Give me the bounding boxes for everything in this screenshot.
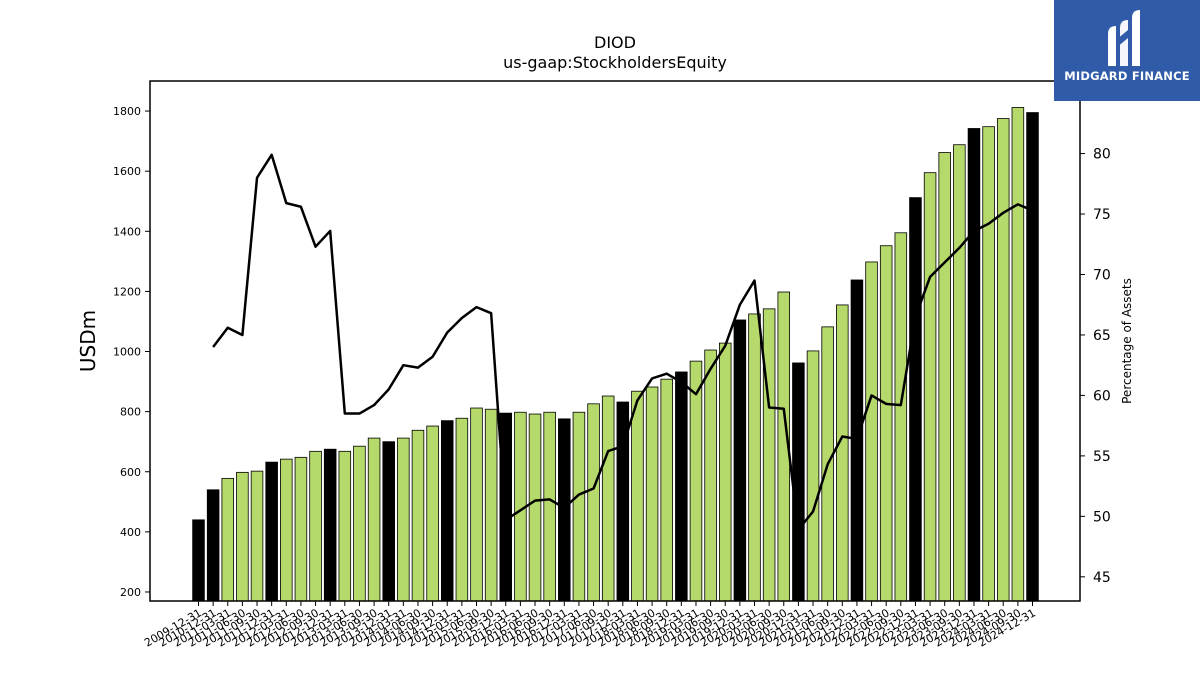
bar (982, 126, 995, 602)
y-tick-label: 1000 (113, 346, 141, 359)
bar (879, 245, 893, 602)
bar (572, 411, 586, 602)
y2-tick-label: 80 (1093, 147, 1111, 163)
bar (280, 458, 293, 602)
bar (645, 386, 659, 602)
y2-tick-label: 50 (1093, 509, 1111, 525)
chart-title: DIOD (594, 33, 636, 52)
bar (675, 371, 688, 602)
bar (953, 144, 966, 602)
bar (923, 172, 937, 602)
bar (748, 313, 761, 602)
bar (265, 461, 278, 602)
bar (1026, 112, 1039, 602)
y-tick-label: 600 (120, 466, 141, 479)
bar (836, 304, 849, 602)
bar (806, 350, 820, 602)
bar (558, 418, 571, 602)
bar (221, 477, 235, 602)
y2-tick-label: 55 (1093, 449, 1111, 465)
bar (996, 118, 1010, 602)
y2-tick-label: 75 (1093, 207, 1111, 223)
logo-text: MIDGARD FINANCE (1064, 69, 1190, 83)
bar (938, 152, 951, 602)
bar (192, 519, 205, 602)
bar (894, 232, 908, 602)
bar (323, 448, 337, 602)
logo-mark-icon (1108, 10, 1140, 66)
plot-frame (149, 80, 1081, 602)
y-tick-label: 1200 (113, 285, 141, 298)
bar (1011, 107, 1025, 602)
chart-subtitle: us-gaap:StockholdersEquity (503, 53, 727, 72)
bar (250, 470, 264, 602)
bar (587, 403, 600, 602)
bar (718, 342, 732, 602)
percentage-line (212, 153, 1033, 531)
bar (704, 349, 717, 602)
bar (733, 319, 747, 602)
bar (338, 450, 352, 602)
y-tick-label: 1400 (113, 225, 141, 238)
bar (206, 489, 220, 602)
y2-tick-label: 65 (1093, 328, 1111, 344)
bar (689, 360, 703, 602)
bar (382, 441, 395, 602)
y2-tick-label: 70 (1093, 267, 1111, 283)
bar (865, 261, 878, 602)
bar (455, 417, 469, 602)
bar (484, 408, 498, 602)
bar (353, 445, 366, 602)
bar (397, 437, 410, 602)
bar (967, 128, 981, 602)
bar (762, 308, 776, 602)
bar (367, 437, 381, 602)
bar (411, 429, 425, 602)
bar (850, 279, 864, 602)
bar (426, 425, 439, 602)
bar (528, 413, 542, 602)
bar (909, 197, 922, 602)
y-tick-label: 1800 (113, 105, 141, 118)
bar (601, 395, 615, 602)
y-tick-label: 1600 (113, 165, 141, 178)
y2-axis-label: Percentage of Assets (1120, 278, 1134, 404)
y-tick-label: 200 (120, 586, 141, 599)
bar (660, 378, 673, 602)
bar (236, 471, 249, 602)
y2-tick-label: 60 (1093, 388, 1111, 404)
brand-logo: MIDGARD FINANCE (1054, 0, 1200, 101)
y-tick-label: 400 (120, 526, 141, 539)
y-tick-label: 800 (120, 406, 141, 419)
bar (309, 450, 322, 602)
bar (470, 407, 483, 602)
bar (440, 420, 454, 602)
y2-tick-label: 45 (1093, 570, 1111, 586)
bar (631, 390, 644, 602)
y-axis-label: USDm (76, 310, 100, 372)
bar (792, 362, 805, 602)
bar (294, 456, 308, 602)
bar (543, 411, 556, 602)
